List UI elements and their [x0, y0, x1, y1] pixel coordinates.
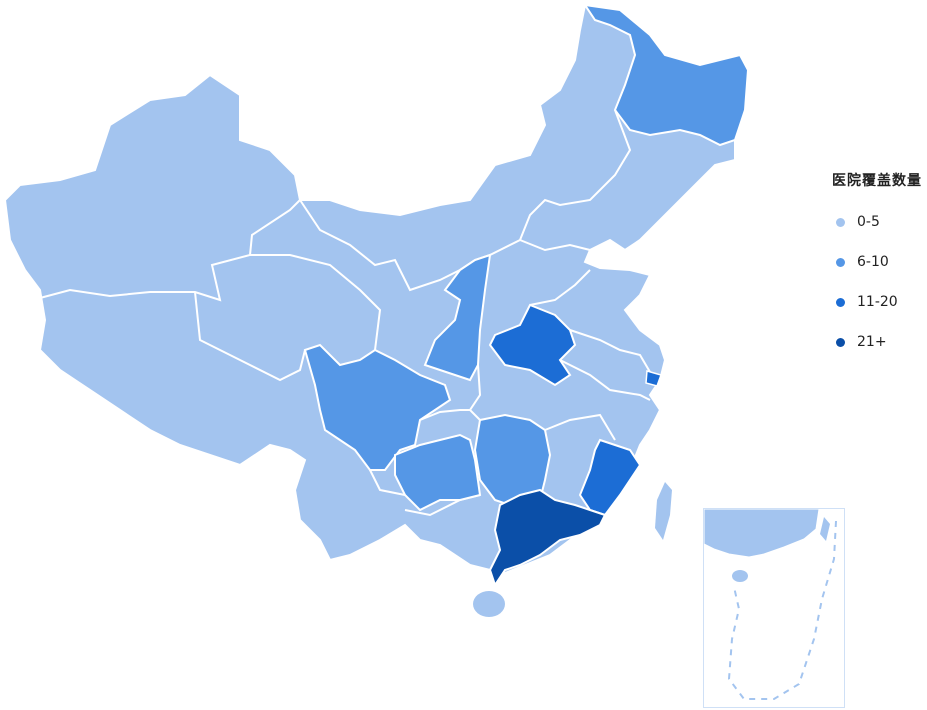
- legend: 医院覆盖数量 0-5 6-10 11-20 21+: [832, 170, 922, 374]
- legend-dot: [836, 297, 845, 307]
- legend-title: 医院覆盖数量: [832, 173, 922, 189]
- region-sichuan[interactable]: [303, 343, 452, 471]
- legend-dot: [836, 257, 845, 267]
- region-shaanxi[interactable]: [423, 253, 492, 382]
- inset-mainland: [704, 509, 820, 558]
- china-outline[interactable]: [3, 3, 750, 588]
- legend-label: 0-5: [857, 214, 880, 230]
- south-china-sea-inset: [703, 508, 845, 708]
- legend-item-6-10[interactable]: 6-10: [832, 242, 922, 282]
- legend-dot: [836, 217, 845, 227]
- region-hunan[interactable]: [473, 413, 552, 507]
- inset-taiwan: [820, 517, 830, 541]
- region-taiwan[interactable]: [655, 482, 672, 540]
- legend-item-11-20[interactable]: 11-20: [832, 282, 922, 322]
- legend-label: 11-20: [857, 294, 898, 310]
- legend-label: 6-10: [857, 254, 889, 270]
- region-guizhou[interactable]: [394, 433, 482, 512]
- region-guangdong[interactable]: [488, 488, 607, 588]
- inset-hainan: [732, 570, 748, 582]
- legend-dot: [836, 337, 845, 347]
- region-heilongjiang[interactable]: [582, 3, 750, 147]
- inset-map: [704, 509, 837, 700]
- legend-label: 21+: [857, 334, 887, 350]
- internal-borders: [39, 109, 651, 517]
- region-shanghai[interactable]: [645, 370, 662, 387]
- legend-item-0-5[interactable]: 0-5: [832, 202, 922, 242]
- region-fujian[interactable]: [578, 438, 642, 517]
- region-henan[interactable]: [488, 303, 577, 387]
- legend-item-21-plus[interactable]: 21+: [832, 322, 922, 362]
- nine-dash-line: [727, 520, 837, 700]
- region-hainan[interactable]: [473, 591, 505, 617]
